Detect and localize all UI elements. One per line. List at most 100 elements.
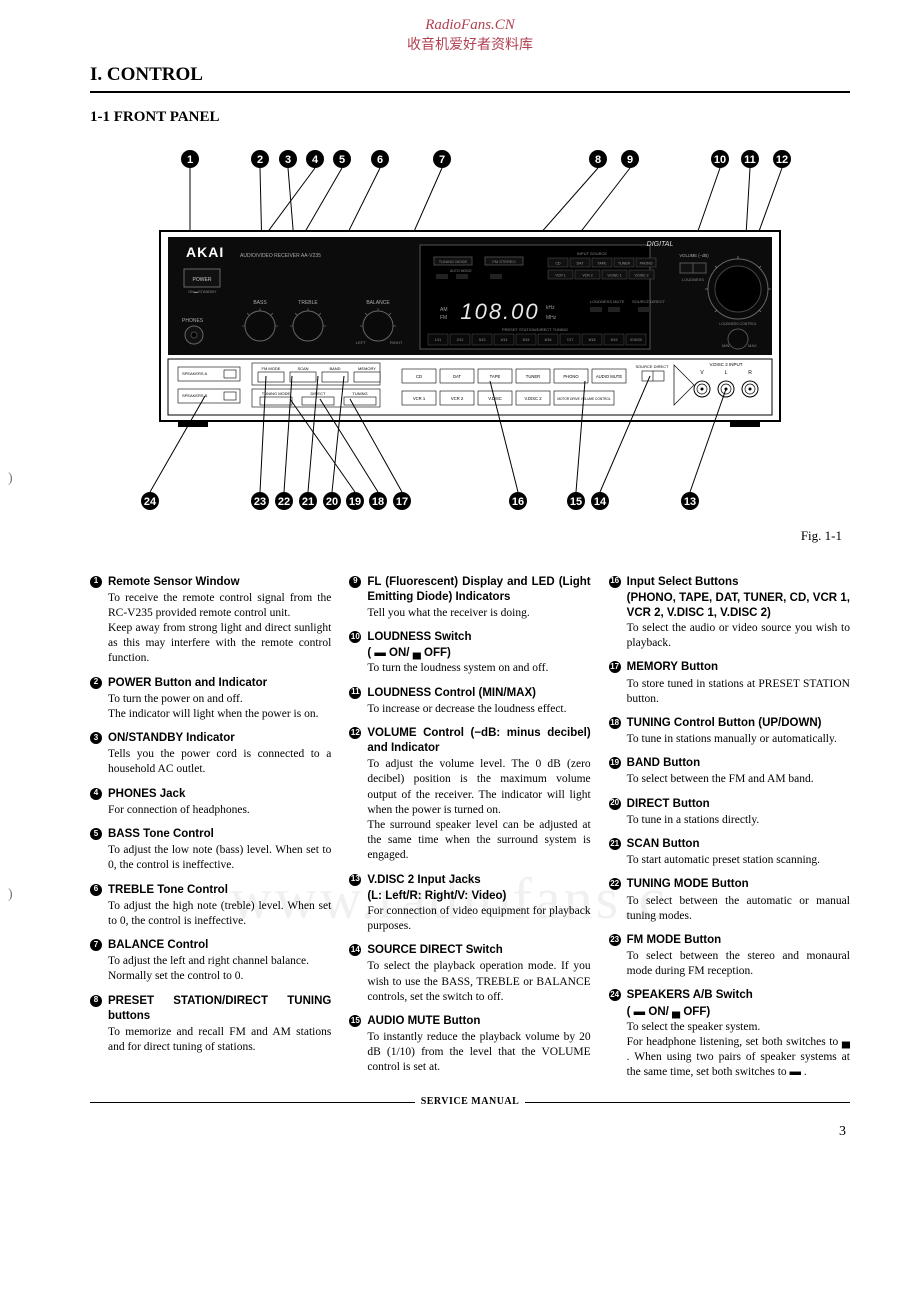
control-item-18: 18TUNING Control Button (UP/DOWN)To tune… bbox=[609, 716, 850, 747]
callout-bullet: 9 bbox=[349, 576, 361, 588]
callout-bullet: 14 bbox=[349, 944, 361, 956]
item-title: SOURCE DIRECT Switch bbox=[367, 943, 502, 958]
item-title: SPEAKERS A/B Switch bbox=[627, 988, 753, 1003]
svg-text:V.DISC 2: V.DISC 2 bbox=[634, 274, 648, 278]
svg-text:TUNER: TUNER bbox=[526, 374, 540, 379]
item-body: To adjust the high note (treble) level. … bbox=[90, 899, 331, 929]
svg-text:8/18: 8/18 bbox=[589, 338, 596, 342]
callout-bullet: 11 bbox=[349, 687, 361, 699]
svg-text:4: 4 bbox=[312, 154, 319, 166]
item-title: ON/STANDBY Indicator bbox=[108, 731, 235, 746]
item-body: To turn the power on and off.The indicat… bbox=[90, 692, 331, 722]
item-body: To turn the loudness system on and off. bbox=[349, 661, 590, 676]
svg-text:7/17: 7/17 bbox=[567, 338, 574, 342]
callout-bullet: 15 bbox=[349, 1015, 361, 1027]
footer-rule: SERVICE MANUAL bbox=[90, 1095, 850, 1109]
svg-text:14: 14 bbox=[594, 496, 607, 508]
svg-text:TUNING MODE: TUNING MODE bbox=[439, 259, 468, 264]
item-body: To instantly reduce the playback volume … bbox=[349, 1030, 590, 1076]
svg-text:AM: AM bbox=[440, 307, 448, 313]
item-title: V.DISC 2 Input Jacks bbox=[367, 873, 480, 888]
site-subtitle: 收音机爱好者资料库 bbox=[90, 35, 850, 54]
svg-text:13: 13 bbox=[684, 496, 696, 508]
svg-text:4/14: 4/14 bbox=[501, 338, 508, 342]
section-title: I. CONTROL bbox=[90, 62, 850, 93]
svg-text:MHz: MHz bbox=[546, 315, 557, 321]
svg-text:23: 23 bbox=[254, 496, 266, 508]
svg-text:1/11: 1/11 bbox=[435, 338, 442, 342]
control-item-2: 2POWER Button and IndicatorTo turn the p… bbox=[90, 676, 331, 723]
svg-text:TAPE: TAPE bbox=[598, 262, 608, 266]
svg-text:11: 11 bbox=[744, 154, 756, 166]
svg-text:MEMORY: MEMORY bbox=[358, 366, 376, 371]
callout-bullet: 21 bbox=[609, 838, 621, 850]
stray-mark: ) bbox=[8, 470, 13, 489]
item-subtitle: ( ▬ ON/ ▄ OFF) bbox=[609, 1005, 850, 1020]
svg-text:108.00: 108.00 bbox=[460, 299, 539, 324]
callout-bullet: 18 bbox=[609, 717, 621, 729]
control-item-1: 1Remote Sensor WindowTo receive the remo… bbox=[90, 575, 331, 667]
callout-bullet: 3 bbox=[90, 732, 102, 744]
item-body: To adjust the low note (bass) level. Whe… bbox=[90, 843, 331, 873]
item-title: Remote Sensor Window bbox=[108, 575, 240, 590]
item-subtitle: ( ▬ ON/ ▄ OFF) bbox=[349, 646, 590, 661]
svg-text:TUNING: TUNING bbox=[352, 391, 367, 396]
svg-text:R: R bbox=[748, 370, 752, 376]
page-number: 3 bbox=[90, 1123, 850, 1142]
item-body: To adjust the volume level. The 0 dB (ze… bbox=[349, 757, 590, 863]
svg-text:5/15: 5/15 bbox=[523, 338, 530, 342]
svg-text:VCR 1: VCR 1 bbox=[413, 396, 426, 401]
svg-text:9: 9 bbox=[627, 154, 633, 166]
control-item-7: 7BALANCE ControlTo adjust the left and r… bbox=[90, 938, 331, 985]
item-title: BAND Button bbox=[627, 756, 700, 771]
item-title: PHONES Jack bbox=[108, 787, 185, 802]
item-title: TREBLE Tone Control bbox=[108, 883, 228, 898]
callout-bullet: 24 bbox=[609, 989, 621, 1001]
control-item-13: 13V.DISC 2 Input Jacks(L: Left/R: Right/… bbox=[349, 873, 590, 935]
item-body: For connection of headphones. bbox=[90, 803, 331, 818]
svg-text:9/19: 9/19 bbox=[611, 338, 618, 342]
svg-text:PRESET STATION/DIRECT TUNING: PRESET STATION/DIRECT TUNING bbox=[502, 327, 568, 332]
svg-text:SOURCE DIRECT: SOURCE DIRECT bbox=[635, 364, 669, 369]
svg-text:RIGHT: RIGHT bbox=[390, 340, 403, 345]
callout-bullet: 17 bbox=[609, 661, 621, 673]
front-panel-figure: 123456789101112 AKAI AUDIO/VIDEO RECEIVE… bbox=[90, 141, 850, 521]
control-item-8: 8PRESET STATION/DIRECT TUNING buttonsTo … bbox=[90, 994, 331, 1056]
svg-text:22: 22 bbox=[278, 496, 290, 508]
item-title: MEMORY Button bbox=[627, 660, 718, 675]
item-title: FL (Fluorescent) Display and LED (Light … bbox=[367, 575, 590, 605]
svg-text:20: 20 bbox=[326, 496, 338, 508]
svg-text:DIRECT: DIRECT bbox=[311, 391, 326, 396]
svg-text:VOLUME (−dB): VOLUME (−dB) bbox=[679, 253, 709, 258]
item-body: To tune in stations manually or automati… bbox=[609, 732, 850, 747]
item-subtitle: (PHONO, TAPE, DAT, TUNER, CD, VCR 1, VCR… bbox=[609, 591, 850, 621]
control-item-21: 21SCAN ButtonTo start automatic preset s… bbox=[609, 837, 850, 868]
item-title: AUDIO MUTE Button bbox=[367, 1014, 480, 1029]
svg-text:LEFT: LEFT bbox=[356, 340, 366, 345]
svg-text:3/13: 3/13 bbox=[479, 338, 486, 342]
control-item-17: 17 MEMORY Button To store tuned in station… bbox=[609, 660, 850, 707]
control-item-12: 12VOLUME Control (−dB: minus decibel) an… bbox=[349, 726, 590, 864]
callout-bullet: 7 bbox=[90, 939, 102, 951]
item-body: To store tuned in stations at PRESET STA… bbox=[609, 677, 850, 707]
item-body: To select the speaker system.For headpho… bbox=[609, 1020, 850, 1081]
svg-text:DAT: DAT bbox=[577, 262, 585, 266]
item-title: SCAN Button bbox=[627, 837, 700, 852]
item-body: Tells you the power cord is connected to… bbox=[90, 747, 331, 777]
svg-text:TUNER: TUNER bbox=[618, 262, 631, 266]
subsection-title: 1-1 FRONT PANEL bbox=[90, 107, 850, 127]
callout-bullet: 16 bbox=[609, 576, 621, 588]
control-item-24: 24 SPEAKERS A/B Switch ( ▬ ON/ ▄ OFF)To se… bbox=[609, 988, 850, 1080]
svg-text:6: 6 bbox=[377, 154, 383, 166]
item-title: DIRECT Button bbox=[627, 797, 710, 812]
svg-text:15: 15 bbox=[570, 496, 582, 508]
callout-bullet: 1 bbox=[90, 576, 102, 588]
item-title: FM MODE Button bbox=[627, 933, 722, 948]
svg-text:BAND: BAND bbox=[329, 366, 340, 371]
svg-text:SOURCE DIRECT: SOURCE DIRECT bbox=[632, 299, 666, 304]
svg-text:ON▬STANDBY: ON▬STANDBY bbox=[188, 289, 217, 294]
svg-text:0/10/20: 0/10/20 bbox=[630, 338, 642, 342]
item-body: To increase or decrease the loudness eff… bbox=[349, 702, 590, 717]
svg-text:7: 7 bbox=[439, 154, 445, 166]
svg-text:FM: FM bbox=[440, 315, 447, 321]
